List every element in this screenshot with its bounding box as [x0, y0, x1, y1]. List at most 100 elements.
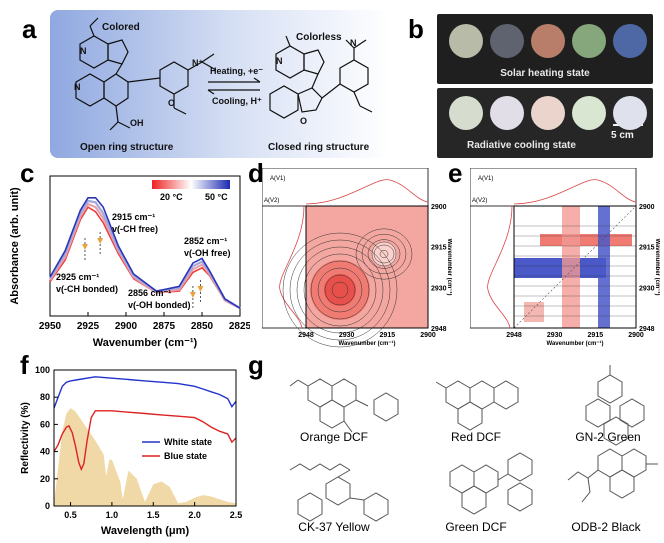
peak-marker-arrow	[81, 244, 88, 250]
n-atom-3: N	[350, 38, 357, 48]
red-dcf-label: Red DCF	[450, 430, 501, 444]
solar-heating-label: Solar heating state	[500, 68, 590, 79]
async-2d-correlation-map: A(V1) A(V2) 2948 2930 2915 2900 2900 2915 2930 29…	[470, 168, 660, 347]
panel-label-b: b	[408, 14, 424, 44]
y-tick-label: 2915	[639, 245, 655, 252]
contour-line	[282, 232, 398, 348]
y-tick-label: 80	[40, 392, 50, 402]
colorless-label: Colorless	[296, 32, 342, 43]
n-atom-2: N	[74, 82, 81, 92]
n-atom-4: N	[276, 56, 283, 66]
y-tick-label: 2930	[639, 285, 655, 292]
cooling-sample-1	[449, 96, 483, 130]
panel-label-d: d	[248, 158, 264, 188]
y-tick-label: 40	[40, 447, 50, 457]
side-reference-spectrum	[487, 205, 513, 329]
solar-heating-photo: Solar heating state	[437, 14, 653, 84]
peak-annotation-2925-desc: v(-CH bonded)	[56, 284, 118, 294]
top-reference-spectrum	[513, 179, 637, 205]
cooling-sample-5	[613, 96, 647, 130]
x-axis-label: Wavenumber (cm⁻¹)	[339, 340, 396, 347]
solar-sample-2	[490, 24, 524, 58]
side-spectrum-box	[262, 205, 307, 329]
legend-white-label: White state	[164, 437, 212, 447]
y-tick-label: 20	[40, 474, 50, 484]
solar-spectrum-area	[54, 408, 236, 506]
legend-blue-label: Blue state	[164, 451, 207, 461]
radiative-cooling-label: Radiative cooling state	[467, 140, 576, 151]
radiative-cooling-photo: Radiative cooling state 5 cm	[437, 88, 653, 158]
heating-label: Heating, +e⁻	[210, 66, 263, 76]
colored-label: Colored	[102, 22, 140, 33]
panel-label-e: e	[448, 158, 463, 188]
oh-group: OH	[130, 118, 144, 128]
peak-annotation-2915: 2915 cm⁻¹	[112, 212, 155, 222]
spectrum-line	[49, 205, 241, 309]
cooling-label: Cooling, H⁺	[212, 96, 262, 106]
y-tick-label: 2900	[431, 204, 447, 211]
reflectivity-chart: 0.5 1.0 1.5 2.0 2.5 0 20 40 60 80 100 Wavelength (μ…	[20, 365, 243, 537]
n-plus-atom: N⁺	[192, 58, 203, 68]
peak-annotation-2852-desc: v(-OH free)	[184, 248, 231, 258]
peak-marker-arrow	[97, 238, 104, 244]
o-atom-2: O	[300, 116, 307, 126]
ck37-yellow-label: CK-37 Yellow	[298, 520, 370, 534]
negative-band	[514, 258, 606, 278]
sync-2d-correlation-map: A(V1) A(V2) 2948 2930 2915 2900 2900 2915 2930 29…	[262, 168, 452, 348]
diagonal-line	[513, 205, 637, 329]
y-tick-label: 2948	[431, 326, 447, 333]
temperature-legend-bar	[152, 180, 230, 189]
contour-line	[361, 233, 407, 275]
odb2-black-structure	[567, 448, 658, 503]
equilibrium-arrows	[207, 77, 261, 95]
spectrum-line	[49, 197, 241, 309]
x-tick-label: 2950	[39, 321, 62, 332]
scale-bar-label: 5 cm	[611, 130, 634, 141]
peak-annotation-2856-desc: v(-OH bonded)	[128, 300, 191, 310]
y-tick-label: 60	[40, 419, 50, 429]
x-tick-label: 2900	[115, 321, 138, 332]
green-dcf-structure	[449, 452, 533, 515]
contour-line	[373, 244, 395, 264]
contour-line	[317, 267, 363, 313]
y-axis-label: Wavenumber (cm⁻¹)	[654, 239, 660, 296]
x-tick-label: 1.0	[106, 510, 119, 520]
x-tick-label: 2825	[229, 321, 250, 332]
legend-low-label: 20 °C	[160, 192, 183, 202]
x-tick-label: 2930	[547, 332, 563, 339]
solar-sample-4	[572, 24, 606, 58]
cooling-sample-4	[572, 96, 606, 130]
positive-column	[562, 206, 580, 328]
x-tick-label: 2900	[420, 332, 436, 339]
y-tick-label: 2948	[639, 326, 655, 333]
orange-dcf-label: Orange DCF	[299, 430, 369, 444]
x-tick-label: 2.5	[230, 510, 243, 520]
solar-sample-1	[449, 24, 483, 58]
peak-marker-arrow	[197, 286, 204, 292]
red-dcf-structure	[435, 380, 519, 431]
spectrum-line	[49, 199, 241, 310]
panel-label-c: c	[20, 158, 35, 188]
contour-line	[367, 239, 401, 269]
x-axis-label: Wavelength (μm)	[101, 525, 190, 537]
solar-sample-3	[531, 24, 565, 58]
panel-label-f: f	[20, 350, 29, 380]
x-tick-label: 2930	[339, 332, 355, 339]
map-frame	[305, 205, 429, 329]
peak-marker-arrow	[189, 292, 196, 298]
a-v2-label: A(V2)	[264, 198, 279, 204]
y-tick-label: 2915	[431, 245, 447, 252]
top-spectrum-box	[470, 168, 637, 207]
open-ring-molecule	[75, 17, 217, 131]
positive-region	[524, 302, 544, 322]
y-axis-label: Wavenumber (cm⁻¹)	[446, 239, 452, 296]
closed-ring-label: Closed ring structure	[268, 142, 370, 153]
auto-peak-2930-core	[324, 274, 356, 306]
x-tick-label: 2915	[380, 332, 396, 339]
y-tick-label: 2900	[639, 204, 655, 211]
peak-annotation-2915-desc: v(-CH free)	[112, 224, 158, 234]
blue-state-line	[53, 410, 237, 472]
panel-a-background	[50, 10, 390, 158]
positive-band	[540, 234, 632, 246]
x-tick-label: 0.5	[64, 510, 77, 520]
